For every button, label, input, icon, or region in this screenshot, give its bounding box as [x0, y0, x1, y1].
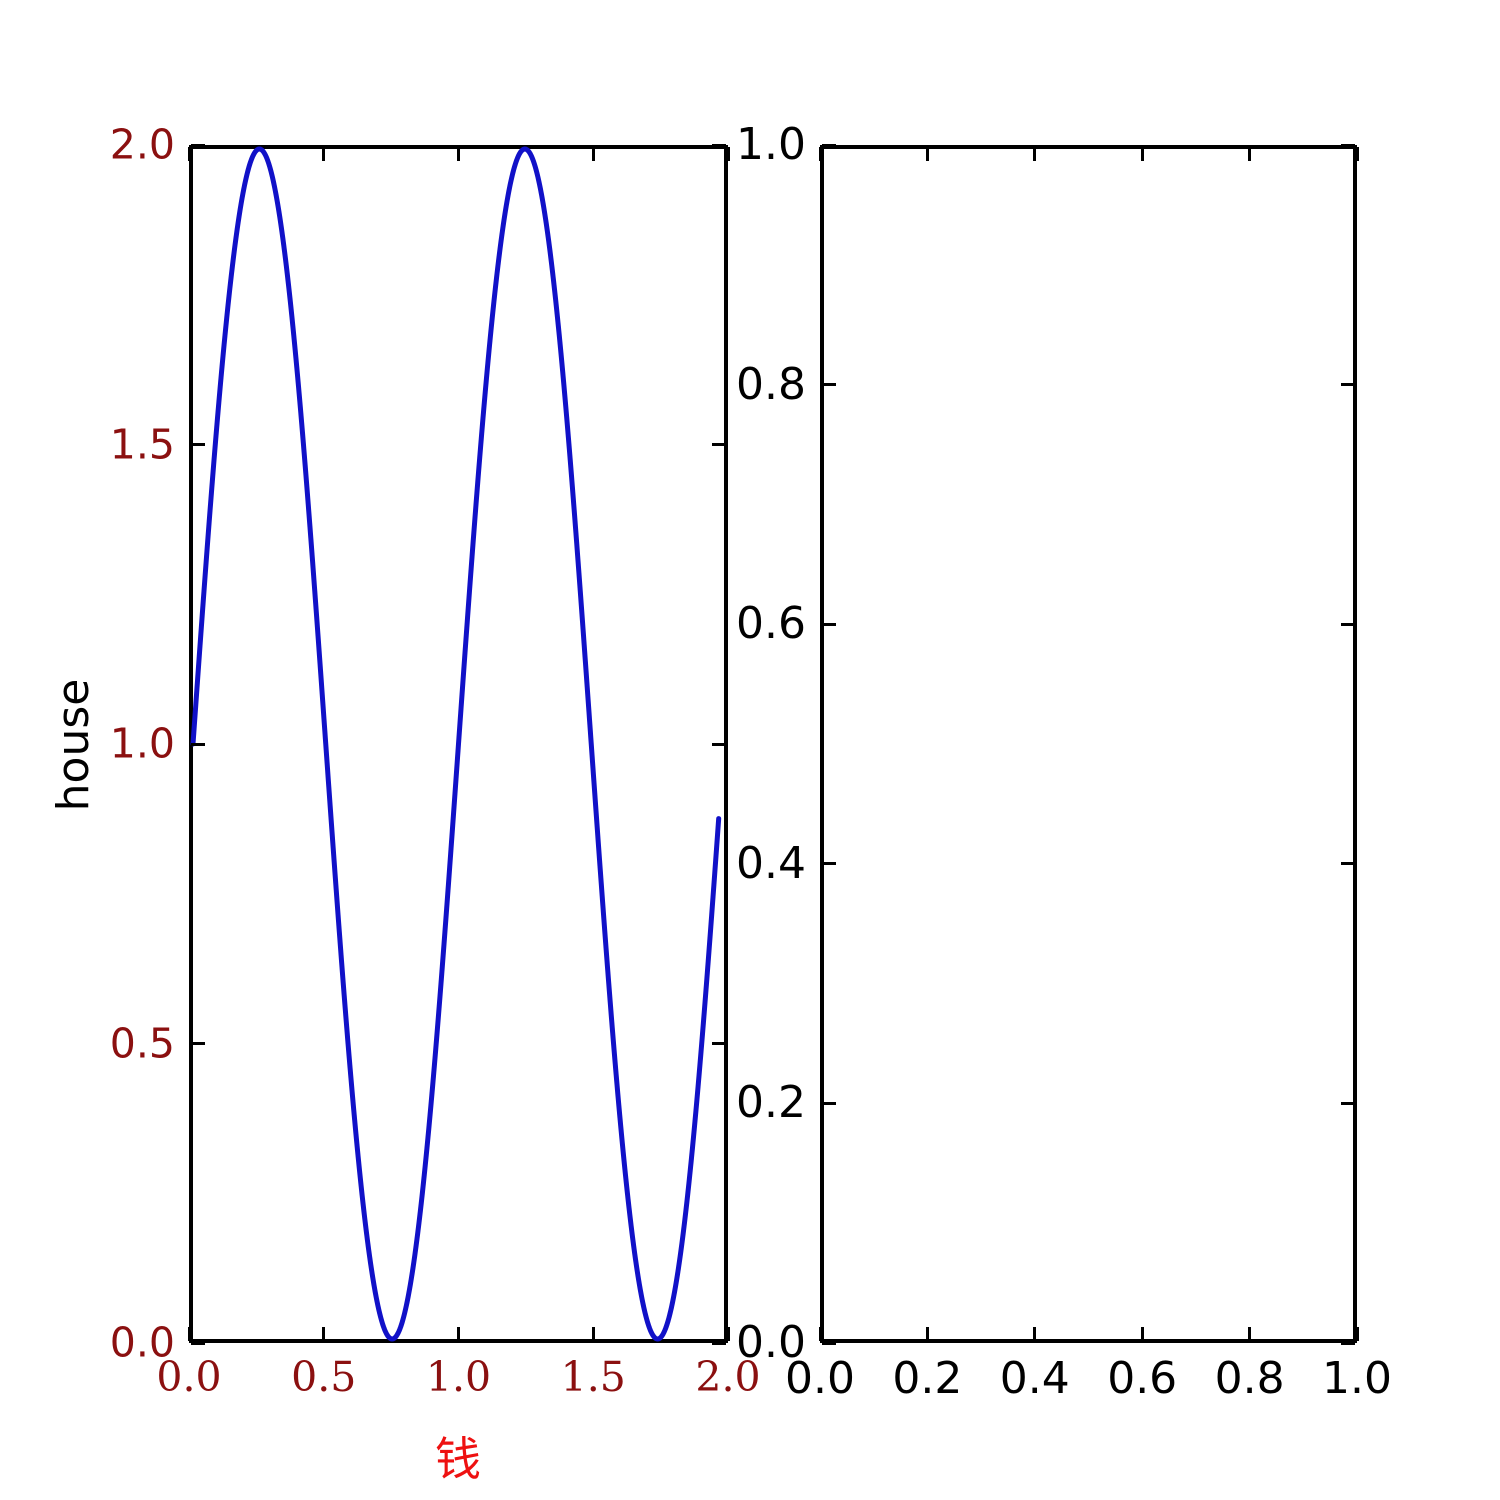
x-tick-mark — [591, 1327, 595, 1341]
x-tick-mark — [1248, 1327, 1252, 1341]
x-tick-label: 0.6 — [1107, 1353, 1178, 1404]
y-tick-mark-right — [1341, 862, 1355, 866]
y-tick-label: 2.0 — [109, 120, 175, 169]
y-tick-mark — [191, 742, 205, 746]
x-tick-mark — [322, 1327, 326, 1341]
x-tick-label: 1.0 — [1322, 1353, 1392, 1404]
x-tick-mark — [1140, 1327, 1144, 1341]
x-tick-mark — [925, 1327, 929, 1341]
x-tick-label: 0.2 — [892, 1353, 963, 1404]
x-tick-mark-top — [1033, 147, 1037, 161]
y-tick-mark — [191, 1341, 205, 1345]
y-tick-label: 0.0 — [736, 1317, 806, 1368]
y-tick-mark-right — [1341, 1341, 1355, 1345]
y-tick-mark — [822, 383, 836, 387]
x-tick-mark-top — [1140, 147, 1144, 161]
x-tick-mark-top — [1355, 147, 1359, 161]
y-tick-mark — [822, 622, 836, 626]
sine-curve-line — [193, 149, 719, 1339]
x-tick-mark-top — [322, 147, 326, 161]
y-tick-mark-right — [712, 1341, 726, 1345]
x-tick-label: 0.5 — [291, 1353, 357, 1401]
x-tick-mark-top — [818, 147, 822, 161]
y-tick-mark-right — [1341, 143, 1355, 147]
x-tick-label: 0.0 — [156, 1353, 222, 1401]
left-subplot-axes — [189, 145, 728, 1343]
y-tick-label: 1.0 — [736, 119, 806, 170]
y-tick-mark — [822, 143, 836, 147]
x-tick-label: 1.0 — [425, 1353, 492, 1401]
x-tick-label: 1.5 — [560, 1353, 626, 1401]
y-tick-mark — [822, 862, 836, 866]
y-tick-label: 0.5 — [109, 1019, 175, 1067]
y-tick-mark — [822, 1101, 836, 1105]
x-tick-mark — [1355, 1327, 1359, 1341]
x-tick-mark-top — [187, 147, 191, 161]
y-tick-mark — [822, 1341, 836, 1345]
y-tick-label: 1.5 — [109, 420, 175, 468]
empty-plot-area — [824, 149, 1353, 1339]
right-subplot-axes — [820, 145, 1357, 1343]
x-tick-mark — [187, 1327, 191, 1341]
y-tick-mark — [191, 443, 205, 446]
y-tick-mark — [191, 143, 205, 147]
x-tick-mark — [1033, 1327, 1037, 1341]
x-tick-label: 0.4 — [999, 1353, 1070, 1404]
x-tick-mark-top — [1248, 147, 1252, 161]
y-tick-mark-right — [712, 443, 726, 446]
x-tick-label: 2.0 — [695, 1353, 761, 1401]
x-tick-mark — [818, 1327, 822, 1341]
x-tick-label: 0.0 — [785, 1353, 855, 1404]
y-tick-mark-right — [1341, 1101, 1355, 1105]
y-tick-mark-right — [1341, 383, 1355, 387]
left-x-axis-label: 钱 — [435, 1432, 481, 1486]
y-tick-mark-right — [712, 143, 726, 147]
sine-curve-plot — [193, 149, 724, 1339]
x-tick-mark-top — [457, 147, 460, 161]
y-tick-label: 0.2 — [736, 1077, 806, 1129]
x-tick-mark-top — [591, 147, 595, 161]
y-tick-mark-right — [1341, 622, 1355, 626]
x-tick-mark-top — [925, 147, 929, 161]
y-tick-mark — [191, 1042, 205, 1045]
x-tick-mark — [457, 1327, 460, 1341]
y-tick-label: 0.6 — [736, 598, 806, 650]
left-y-axis-label: house — [48, 678, 99, 812]
y-tick-label: 1.0 — [109, 719, 175, 768]
x-tick-mark-top — [726, 147, 730, 161]
y-tick-label: 0.4 — [736, 837, 806, 889]
y-tick-label: 0.8 — [736, 358, 806, 410]
x-tick-mark — [726, 1327, 730, 1341]
y-tick-label: 0.0 — [109, 1318, 175, 1367]
y-tick-mark-right — [712, 742, 726, 746]
x-tick-label: 0.8 — [1214, 1353, 1285, 1404]
y-tick-mark-right — [712, 1042, 726, 1045]
